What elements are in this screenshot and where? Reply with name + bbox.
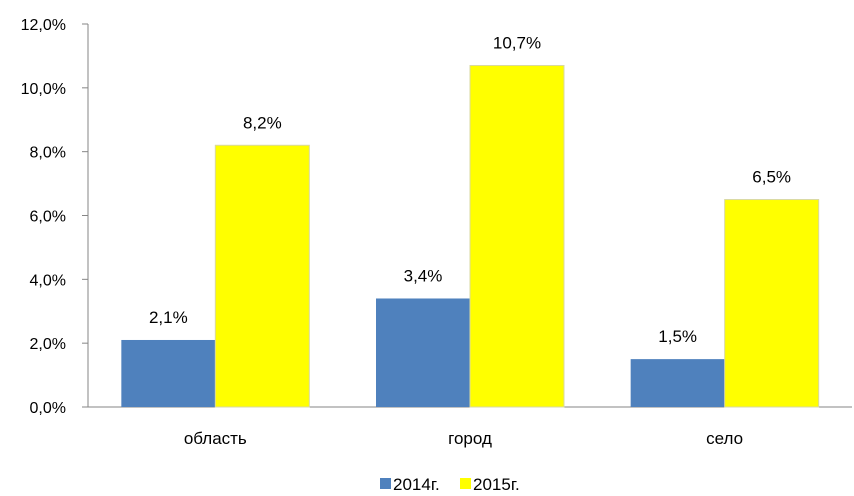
bar-series-2 xyxy=(214,144,310,408)
data-label: 1,5% xyxy=(658,327,697,346)
data-label: 2,1% xyxy=(149,308,188,327)
bar-series-1 xyxy=(121,339,216,407)
x-category-label: город xyxy=(448,429,492,448)
legend-label: 2014г. xyxy=(393,475,440,494)
y-axis-ticks: 0,0% 2,0% 4,0% 6,0% 8,0% 10,0% 12,0% xyxy=(21,17,88,417)
bars: 2,1% 8,2% 3,4% 10,7% 1,5% 6,5% xyxy=(121,33,820,408)
y-tick-label: 4,0% xyxy=(30,272,66,289)
data-label: 8,2% xyxy=(243,113,282,132)
bar-series-1 xyxy=(630,359,725,407)
y-tick-label: 8,0% xyxy=(30,145,66,162)
legend-swatch xyxy=(460,478,471,489)
x-axis-categories: область город село xyxy=(184,429,743,448)
x-category-label: село xyxy=(706,429,743,448)
y-tick-label: 6,0% xyxy=(30,209,66,226)
x-category-label: область xyxy=(184,429,247,448)
data-label: 10,7% xyxy=(493,33,541,52)
y-tick-label: 10,0% xyxy=(21,81,66,98)
legend-swatch xyxy=(380,478,391,489)
bar-series-2 xyxy=(469,64,565,408)
data-label: 3,4% xyxy=(404,266,443,285)
data-label: 6,5% xyxy=(752,168,791,187)
y-tick-label: 12,0% xyxy=(21,17,66,34)
y-tick-label: 0,0% xyxy=(30,400,66,417)
bar-series-2 xyxy=(724,199,820,408)
y-tick-label: 2,0% xyxy=(30,336,66,353)
legend-label: 2015г. xyxy=(473,475,520,494)
legend: 2014г. 2015г. xyxy=(380,475,520,494)
bar-series-1 xyxy=(376,298,470,407)
